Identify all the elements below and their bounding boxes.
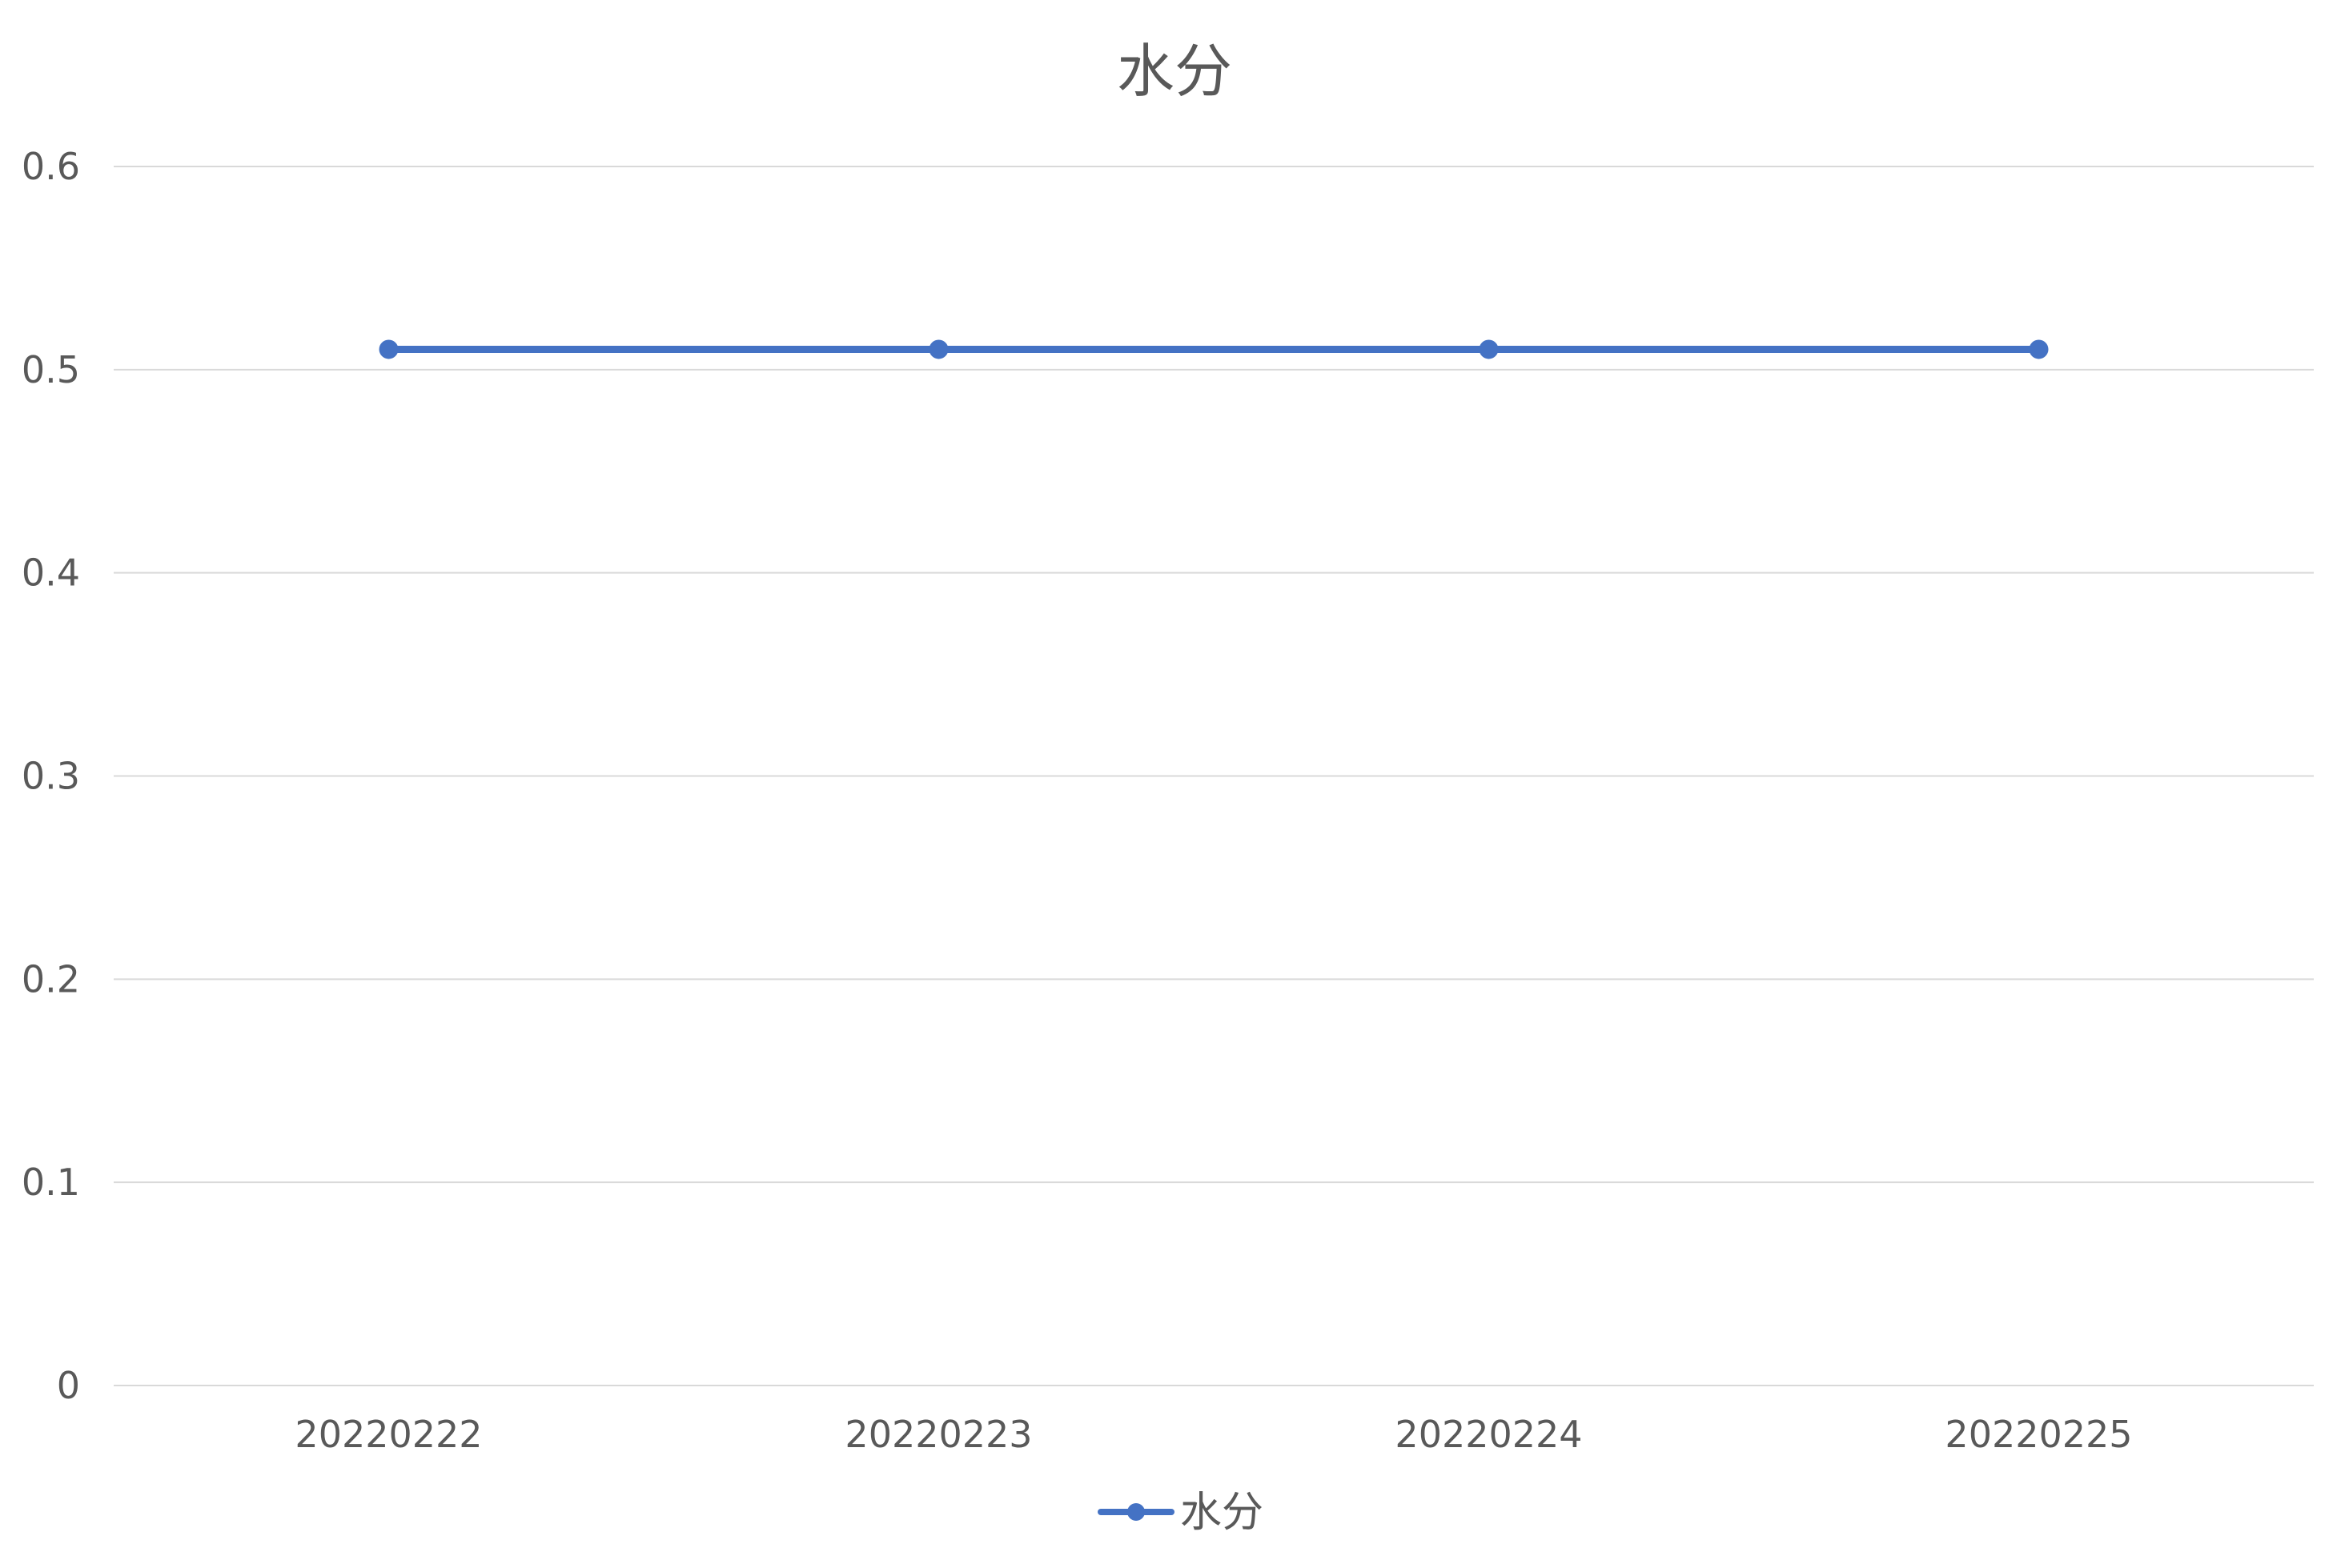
data-point (1479, 339, 1499, 359)
chart-title: 水分 (1117, 38, 1232, 105)
y-tick-label: 0.6 (22, 145, 80, 188)
y-tick-label: 0.1 (22, 1161, 80, 1204)
data-point (929, 339, 949, 359)
y-axis-tick-labels: 0 0.1 0.2 0.3 0.4 0.5 0.6 (22, 145, 80, 1407)
y-tick-label: 0.3 (22, 755, 80, 798)
data-point (379, 339, 399, 359)
legend-point-marker (1127, 1503, 1145, 1521)
y-tick-label: 0.4 (22, 551, 80, 595)
series-layer (379, 339, 2049, 359)
y-tick-label: 0.5 (22, 348, 80, 391)
legend: 水分 (1098, 1489, 1263, 1537)
data-point (2029, 339, 2049, 359)
gridlines (114, 166, 2314, 1386)
legend-label: 水分 (1180, 1489, 1263, 1537)
x-tick-label: 20220225 (1945, 1413, 2132, 1456)
y-tick-label: 0.2 (22, 957, 80, 1001)
x-tick-label: 20220224 (1395, 1413, 1582, 1456)
x-tick-label: 20220223 (845, 1413, 1032, 1456)
x-axis-tick-labels: 20220222 20220223 20220224 20220225 (295, 1413, 2132, 1456)
x-tick-label: 20220222 (295, 1413, 482, 1456)
y-tick-label: 0 (57, 1364, 80, 1407)
